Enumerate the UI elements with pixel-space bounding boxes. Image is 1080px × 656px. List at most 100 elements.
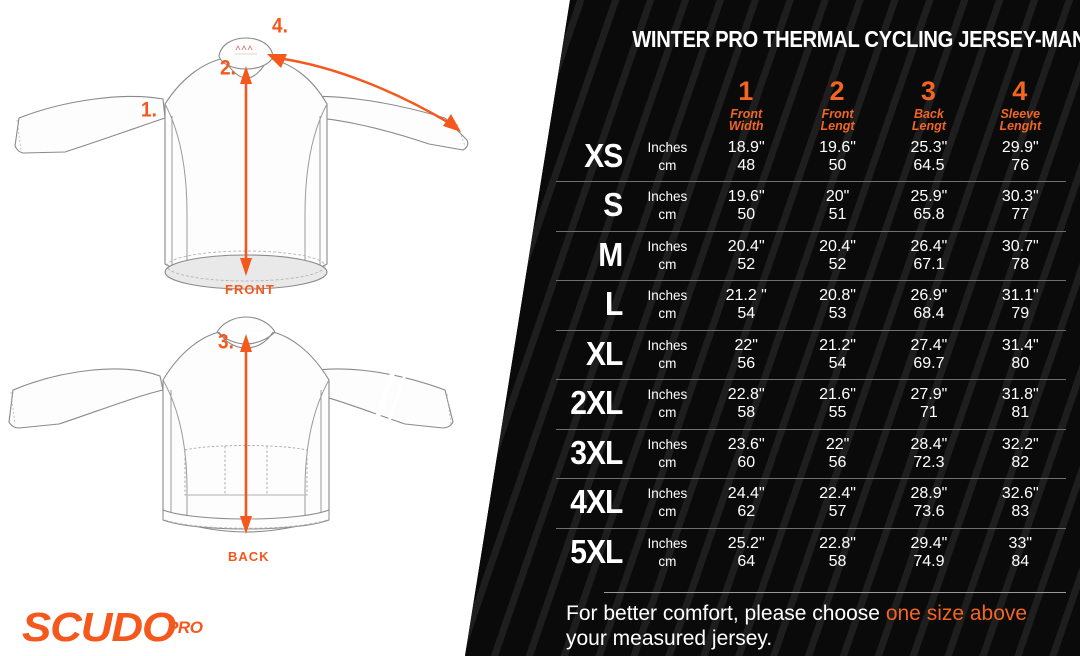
measurement-cell: 25.3" 64.5 [883,132,974,182]
header-label-1-line2: Width [728,119,764,133]
row-size-label: 4XL [556,479,634,529]
measurement-cell: 23.6" 60 [701,429,792,479]
table-row: 3XL Inches cm 23.6" 60 22" 56 28.4" 72.3 32.2" 82 [556,429,1066,479]
size-name: 3XL [570,434,623,472]
unit-cm: cm [658,554,677,569]
value-cm: 68.4 [913,305,945,323]
value-inches: 18.9" [727,138,765,156]
value-inches: 30.3" [1001,188,1039,206]
unit-cm: cm [658,504,677,520]
header-front-width: 1 Front Width [701,78,792,133]
value-cm: 74.9 [913,553,945,570]
value-inches: 19.6" [819,138,856,156]
header-label-4: Sleeve Lenght [975,108,1066,133]
size-name: XL [585,335,623,373]
measurement-cell: 32.6" 83 [975,479,1066,529]
value-cm: 50 [737,206,756,224]
fit-advice-highlight: one size above [885,602,1028,625]
unit-inches: Inches [647,288,688,304]
value-cm: 56 [737,354,756,372]
measurement-cell: 26.4" 67.1 [883,231,974,281]
value-cm: 58 [737,404,756,422]
size-table: 1 Front Width 2 Front Lengt [556,78,1066,578]
measurement-cell: 27.9" 71 [883,380,974,430]
table-row: M Inches cm 20.4" 52 20.4" 52 26.4" 67.1 30.7" 78 [556,231,1066,281]
table-row: S Inches cm 19.6" 50 20" 51 25.9" 65.8 30.3" 77 [556,181,1066,232]
value-cm: 64.5 [913,156,945,174]
measurement-cell: 21.2" 54 [792,330,883,380]
measurement-cell: 21.2 " 54 [701,281,792,331]
value-cm: 48 [737,156,756,174]
value-inches: 22" [825,435,850,453]
unit-inches: Inches [647,238,688,254]
value-inches: 32.6" [1001,485,1039,503]
value-inches: 30.7" [1001,237,1039,255]
value-inches: 25.3" [910,138,948,156]
value-inches: 25.9" [910,188,948,206]
value-cm: 53 [828,305,847,323]
value-inches: 28.4" [910,435,948,453]
measurement-cell: 20.4" 52 [701,231,792,281]
brand-logo: SCUDOPRO [22,607,203,648]
row-size-label: 5XL [556,528,634,578]
measurement-cell: 20.4" 52 [792,231,883,281]
value-inches: 33" [1008,535,1033,552]
value-cm: 83 [1011,503,1030,521]
unit-inches: Inches [647,387,688,403]
unit-inches: Inches [647,189,688,205]
table-row: XL Inches cm 22" 56 21.2" 54 27.4" 69.7 31.4" 80 [556,330,1066,380]
back-jersey-illustration [8,316,454,534]
value-cm: 72.3 [913,453,945,471]
value-inches: 29.9" [1001,138,1039,156]
value-cm: 56 [828,453,847,471]
value-inches: 20" [825,188,850,206]
value-cm: 62 [737,503,756,521]
measurement-cell: 20.8" 53 [792,281,883,331]
value-inches: 22.4" [819,485,856,503]
collar-logo-mark [235,45,257,55]
measurement-cell: 19.6" 50 [701,182,792,232]
header-label-3: Back Lengt [883,108,974,133]
row-size-label: L [556,281,634,331]
value-inches: 26.9" [910,287,948,305]
value-cm: 77 [1011,206,1030,224]
row-size-label: 2XL [556,380,634,430]
value-inches: 28.9" [910,485,948,503]
measurement-cell: 30.3" 77 [975,182,1066,232]
value-cm: 78 [1011,255,1030,273]
unit-cm: cm [658,306,677,322]
table-row: L Inches cm 21.2 " 54 20.8" 53 26.9" 68.4 31.1" 79 [556,280,1066,331]
measurement-cell: 22" 56 [792,429,883,479]
value-inches: 26.4" [910,237,948,255]
row-unit-labels: Inches cm [634,182,700,232]
header-front-length: 2 Front Lengt [792,78,883,133]
size-name: 4XL [570,484,623,522]
value-inches: 31.1" [1001,287,1039,305]
unit-cm: cm [658,256,677,272]
measurement-cell: 27.4" 69.7 [883,330,974,380]
size-name: 2XL [570,385,623,423]
value-cm: 65.8 [913,206,945,224]
header-num-4: 4 [1012,76,1029,106]
value-inches: 31.8" [1001,386,1039,404]
measurement-cell: 22.4" 57 [792,479,883,529]
value-cm: 84 [1011,553,1030,570]
page-title: WINTER PRO THERMAL CYCLING JERSEY-MAN [632,26,1080,52]
unit-inches: Inches [647,536,688,551]
measurement-cell: 18.9" 48 [701,132,792,182]
value-inches: 31.4" [1001,336,1039,354]
measurement-cell: 31.1" 79 [975,281,1066,331]
measurement-cell: 32.2" 82 [975,429,1066,479]
value-cm: 54 [828,354,847,372]
header-size [556,78,634,132]
unit-cm: cm [658,405,677,421]
measurement-cell: 22" 56 [701,330,792,380]
value-inches: 27.4" [910,336,948,354]
unit-cm: cm [658,454,677,470]
row-size-label: 3XL [556,429,634,479]
value-inches: 21.2" [819,336,856,354]
value-cm: 81 [1011,404,1030,422]
value-inches: 27.9" [910,386,948,404]
